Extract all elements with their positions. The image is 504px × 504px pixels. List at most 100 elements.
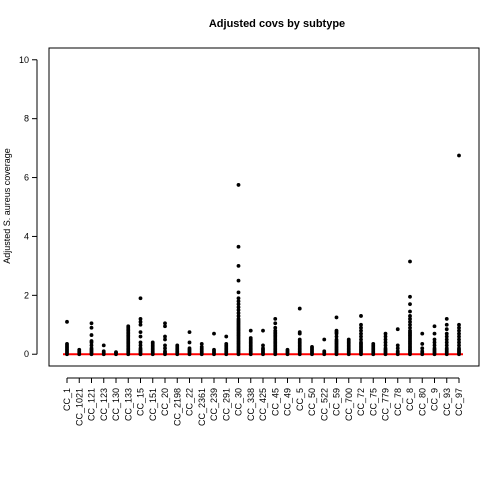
x-axis: CC_1 CC_1021 CC_121 CC_123 CC_130 CC_133 CC_15… <box>62 377 464 426</box>
data-point <box>444 316 449 321</box>
data-point <box>248 336 253 340</box>
x-tick-label: CC_72 <box>356 388 366 416</box>
y-tick-label: 0 <box>24 349 29 359</box>
data-point <box>444 337 449 342</box>
data-point <box>114 350 118 355</box>
data-point <box>236 244 241 249</box>
data-point <box>395 346 400 351</box>
data-point <box>359 334 363 339</box>
data-point <box>138 346 143 351</box>
x-tick-label: CC_121 <box>87 388 97 421</box>
x-tick-label: CC_130 <box>111 388 121 421</box>
x-tick-label: CC_522 <box>319 388 329 421</box>
data-point <box>408 322 412 327</box>
data-point <box>273 325 278 330</box>
data-point <box>138 334 143 339</box>
data-point <box>89 339 94 343</box>
x-tick-label: CC_8 <box>405 388 415 411</box>
data-point <box>101 349 106 354</box>
data-point <box>457 331 461 336</box>
data-point <box>359 325 363 330</box>
data-point <box>236 263 241 268</box>
x-tick-label: CC_133 <box>123 388 133 421</box>
data-point <box>273 316 278 321</box>
data-point <box>444 334 449 339</box>
x-tick-label: CC_123 <box>99 388 109 421</box>
data-point <box>236 299 241 304</box>
data-point <box>408 314 412 318</box>
data-point <box>408 325 412 330</box>
data-point <box>322 337 327 342</box>
data-point <box>420 342 425 346</box>
x-tick-label: CC_338 <box>246 388 256 421</box>
x-tick-label: CC_49 <box>283 388 293 416</box>
data-point <box>359 337 363 342</box>
data-point <box>408 328 412 333</box>
data-point <box>89 325 94 330</box>
data-point <box>65 319 69 324</box>
data-point <box>408 294 412 299</box>
data-point <box>432 343 437 348</box>
data-point <box>138 330 143 335</box>
data-point <box>322 349 327 354</box>
plot-frame <box>48 47 480 367</box>
data-point <box>457 337 461 342</box>
y-tick-label: 2 <box>24 290 29 300</box>
data-point <box>297 330 302 335</box>
data-point <box>285 347 290 352</box>
x-tick-label: CC_425 <box>258 388 268 421</box>
x-tick-label: CC_9 <box>430 388 440 411</box>
data-point <box>273 321 278 326</box>
data-point <box>163 346 167 351</box>
data-point <box>236 311 241 315</box>
data-point <box>163 343 167 348</box>
data-point <box>261 343 265 348</box>
data-point <box>224 334 229 339</box>
data-point <box>199 342 204 346</box>
data-point <box>163 337 167 342</box>
data-point <box>138 340 143 345</box>
data-point <box>444 327 449 332</box>
data-point <box>163 321 167 326</box>
data-point <box>457 322 461 327</box>
data-point <box>236 305 241 310</box>
data-point <box>236 308 241 312</box>
data-point <box>138 322 143 327</box>
data-point <box>457 153 461 158</box>
x-tick-label: CC_93 <box>442 388 452 416</box>
x-tick-label: CC_2198 <box>172 388 182 426</box>
data-point <box>89 346 94 351</box>
data-point <box>138 316 143 321</box>
data-point <box>408 316 412 321</box>
data-point <box>383 340 388 345</box>
y-axis-label: Adjusted S. aureus coverage <box>2 148 12 264</box>
x-tick-label: CC_5 <box>295 388 305 411</box>
data-point <box>420 346 425 351</box>
data-point <box>359 314 363 318</box>
data-point <box>236 290 241 295</box>
data-point <box>224 342 229 346</box>
data-point <box>138 296 143 301</box>
data-point <box>395 343 400 348</box>
data-point <box>212 331 216 336</box>
data-point <box>297 306 302 311</box>
data-point <box>383 331 388 336</box>
x-tick-label: CC_50 <box>307 388 317 416</box>
data-point <box>371 342 376 346</box>
data-point <box>248 328 253 333</box>
data-point <box>175 343 180 348</box>
data-point <box>163 349 167 354</box>
data-point <box>334 337 339 342</box>
data-point <box>408 302 412 307</box>
data-point <box>89 321 94 326</box>
x-tick-label: CC_97 <box>454 388 464 416</box>
data-point <box>444 331 449 336</box>
data-point <box>395 349 400 354</box>
data-point <box>457 343 461 348</box>
data-point <box>310 344 314 349</box>
data-point <box>236 296 241 301</box>
data-point <box>408 319 412 324</box>
data-point <box>359 331 363 336</box>
y-tick-label: 4 <box>24 231 29 241</box>
